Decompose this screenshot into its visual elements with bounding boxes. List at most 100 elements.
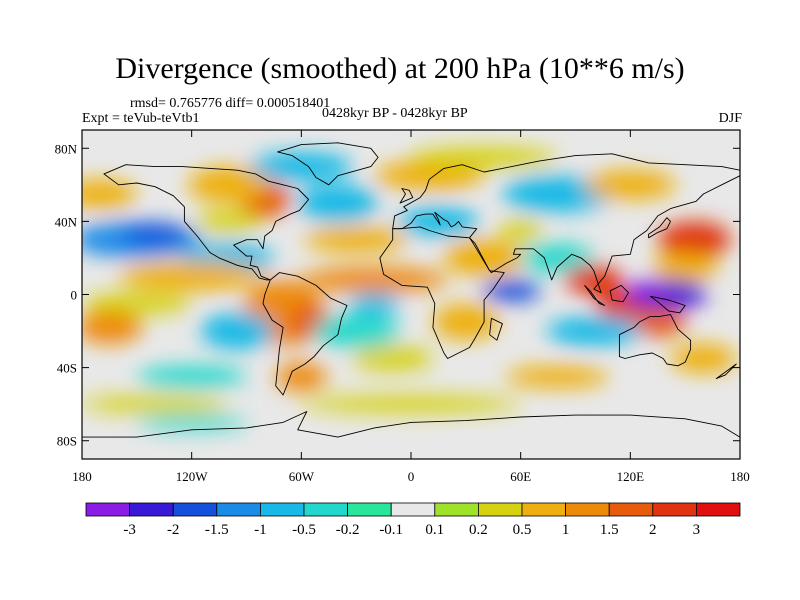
lat-tick-label: 80N xyxy=(55,141,78,156)
field-blob xyxy=(136,415,247,430)
colorbar-swatch xyxy=(608,502,654,517)
field-blob xyxy=(82,310,143,344)
field-blob xyxy=(628,307,687,337)
colorbar-swatch xyxy=(652,502,697,517)
field-blob xyxy=(82,179,137,209)
lon-tick-label: 120E xyxy=(617,469,645,484)
field-blob xyxy=(432,303,499,341)
colorbar-label: -0.1 xyxy=(379,522,403,538)
coastline xyxy=(399,188,414,204)
colorbar-swatch xyxy=(434,502,479,517)
field-blob xyxy=(502,175,613,213)
lat-tick-label: 0 xyxy=(71,288,78,303)
coastlines xyxy=(82,142,740,459)
field-blob xyxy=(122,223,189,246)
coastline xyxy=(489,317,503,341)
coastline xyxy=(103,164,310,281)
field-blob xyxy=(200,312,274,350)
field-blob xyxy=(352,345,433,372)
colorbar-label: -3 xyxy=(123,522,136,538)
colorbar-label: -1.5 xyxy=(205,522,229,538)
field-blob xyxy=(652,252,719,282)
field-blob xyxy=(498,219,543,242)
field-blob xyxy=(506,365,609,388)
colorbar-label: -0.2 xyxy=(336,522,360,538)
coastline xyxy=(277,142,379,186)
coastline xyxy=(584,284,606,306)
field-blob xyxy=(546,316,642,346)
field-blob xyxy=(195,210,262,233)
colorbar-label: -1 xyxy=(254,522,267,538)
coastline xyxy=(618,314,692,367)
field-blob xyxy=(82,292,192,315)
colorbar-swatch xyxy=(85,502,130,517)
field-blob xyxy=(348,292,401,315)
season-label: DJF xyxy=(718,111,742,126)
colorbar-swatch xyxy=(347,502,392,517)
coastline xyxy=(379,226,505,359)
colorbar-swatch xyxy=(303,502,348,517)
coastline xyxy=(649,295,686,314)
field-blob xyxy=(301,395,521,414)
colorbar-label: 0.5 xyxy=(513,522,532,538)
field-blob xyxy=(304,226,408,253)
colorbar-swatch xyxy=(390,502,436,517)
coastline xyxy=(262,272,348,396)
field-blob xyxy=(670,343,737,374)
colorbar-swatch xyxy=(696,502,741,517)
colorbar-label: 3 xyxy=(693,522,701,538)
colorbar-label: 1.5 xyxy=(600,522,619,538)
field-blob xyxy=(657,221,731,258)
divergence-field xyxy=(82,130,740,459)
lon-tick-label: 120W xyxy=(176,469,209,484)
period-label: 0428kyr BP - 0428kyr BP xyxy=(322,106,468,121)
lat-tick-label: 40S xyxy=(57,361,77,376)
lon-tick-label: 180 xyxy=(730,469,750,484)
field-blob xyxy=(275,362,327,392)
field-blob xyxy=(443,239,525,277)
field-blob xyxy=(630,279,667,299)
field-blob xyxy=(188,166,269,204)
field-blob xyxy=(398,206,479,237)
colorbar: -3 -2 -1.5 -1 -0.5 -0.2 -0.1 0.1 0.2 0.5 1 1.5 2 3 xyxy=(85,502,741,538)
field-blob xyxy=(136,365,247,388)
lon-tick-label: 60W xyxy=(289,469,315,484)
colorbar-label: 0.1 xyxy=(425,522,444,538)
field-blob xyxy=(411,146,558,169)
field-blob xyxy=(82,395,229,414)
colorbar-swatch xyxy=(216,502,261,517)
field-blobs xyxy=(82,146,737,430)
coastline xyxy=(82,411,740,459)
coastline xyxy=(392,153,740,294)
field-blob xyxy=(482,279,541,302)
field-blob xyxy=(301,267,448,293)
field-blob xyxy=(312,314,401,348)
field-blob xyxy=(564,265,624,295)
map-axes: 180 120W 60W 0 60E 120E 180 80N 40N 0 40S 80S xyxy=(55,130,750,484)
lon-tick-label: 180 xyxy=(72,469,92,484)
colorbar-swatch xyxy=(129,502,174,517)
colorbar-swatch xyxy=(259,502,305,517)
field-blob xyxy=(584,170,677,200)
colorbar-swatch xyxy=(477,502,523,517)
field-blob xyxy=(118,261,265,291)
experiment-label: Expt = teVub-teVtb1 xyxy=(82,111,200,126)
colorbar-label: 0.2 xyxy=(469,522,488,538)
colorbar-label: -2 xyxy=(167,522,180,538)
coastline xyxy=(648,217,671,239)
stats-label: rmsd= 0.765776 diff= 0.000518401 xyxy=(130,96,331,111)
coastline xyxy=(609,284,629,303)
lat-tick-label: 40N xyxy=(55,214,78,229)
colorbar-swatch xyxy=(172,502,218,517)
colorbar-label: 1 xyxy=(562,522,570,538)
colorbar-swatch xyxy=(521,502,566,517)
field-blob xyxy=(250,151,353,182)
colorbar-label: 2 xyxy=(649,522,657,538)
lat-tick-label: 80S xyxy=(57,434,77,449)
field-blob xyxy=(297,184,379,222)
lon-tick-label: 0 xyxy=(408,469,415,484)
field-blob xyxy=(520,243,594,273)
chart-title: Divergence (smoothed) at 200 hPa (10**6 … xyxy=(115,52,685,85)
field-blob xyxy=(374,161,485,191)
